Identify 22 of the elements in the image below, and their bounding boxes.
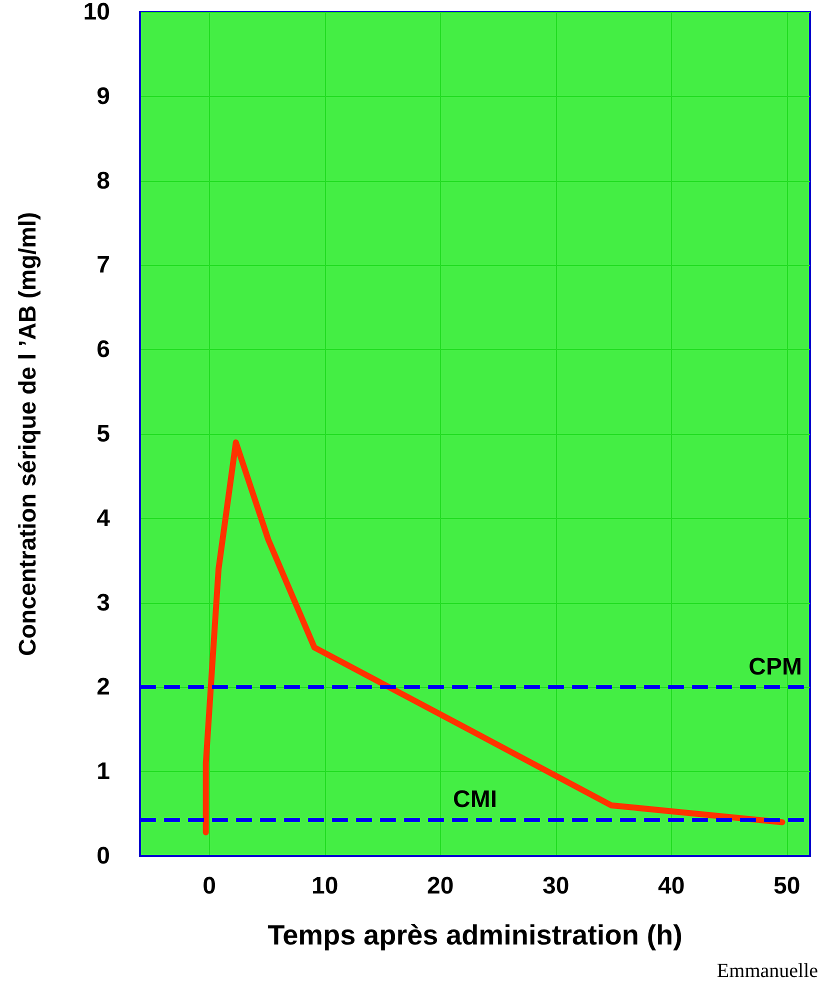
y-tick-label: 3 xyxy=(96,589,110,616)
y-tick-label: 6 xyxy=(96,336,110,364)
y-tick-label: 4 xyxy=(96,504,111,532)
y-tick-label: 0 xyxy=(96,842,110,870)
x-tick-label: 30 xyxy=(542,872,570,900)
y-tick-label: 8 xyxy=(96,167,110,194)
x-tick-label: 40 xyxy=(658,872,685,900)
text: Emmanuelle xyxy=(716,960,818,982)
y-tick-label: 2 xyxy=(96,674,110,701)
y-tick-label: 9 xyxy=(96,82,110,110)
ref-line-label: CPM xyxy=(748,654,802,681)
y-tick-label: 7 xyxy=(96,252,110,279)
y-tick-label: 1 xyxy=(96,758,110,786)
ref-line-label: CMI xyxy=(453,786,497,814)
y-tick-label: 5 xyxy=(96,420,110,448)
y-axis-title: Concentration sérique de l ’AB (mg/ml) xyxy=(14,212,42,656)
x-tick-label: 10 xyxy=(311,872,338,900)
y-tick-label: 10 xyxy=(83,0,110,26)
x-tick-label: 0 xyxy=(202,872,216,900)
x-tick-label: 20 xyxy=(426,872,454,900)
x-tick-label: 50 xyxy=(774,872,800,900)
x-axis-title: Temps après administration (h) xyxy=(268,920,682,950)
